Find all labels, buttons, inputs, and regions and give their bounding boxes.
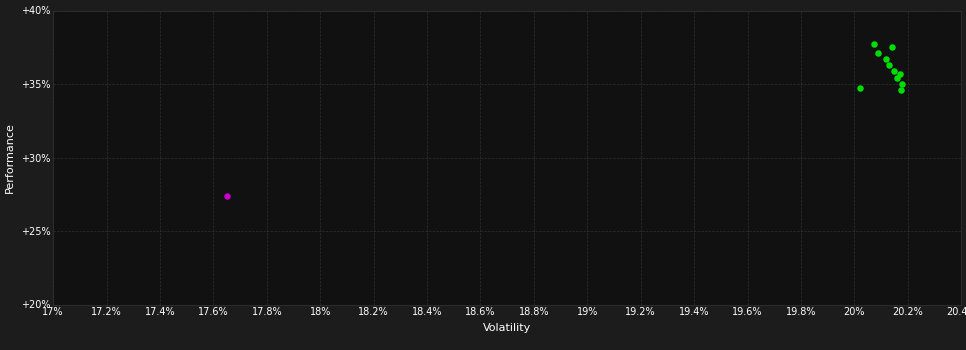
Point <box>219 193 235 198</box>
Point <box>884 44 899 50</box>
Point <box>870 50 886 56</box>
Point <box>881 62 896 68</box>
Point <box>894 87 909 93</box>
Y-axis label: Performance: Performance <box>5 122 15 193</box>
Point <box>887 68 902 74</box>
Point <box>895 81 910 87</box>
Point <box>852 86 867 91</box>
Point <box>867 42 882 47</box>
Point <box>892 71 907 77</box>
X-axis label: Volatility: Volatility <box>483 323 531 333</box>
Point <box>890 75 905 81</box>
Point <box>879 56 895 62</box>
